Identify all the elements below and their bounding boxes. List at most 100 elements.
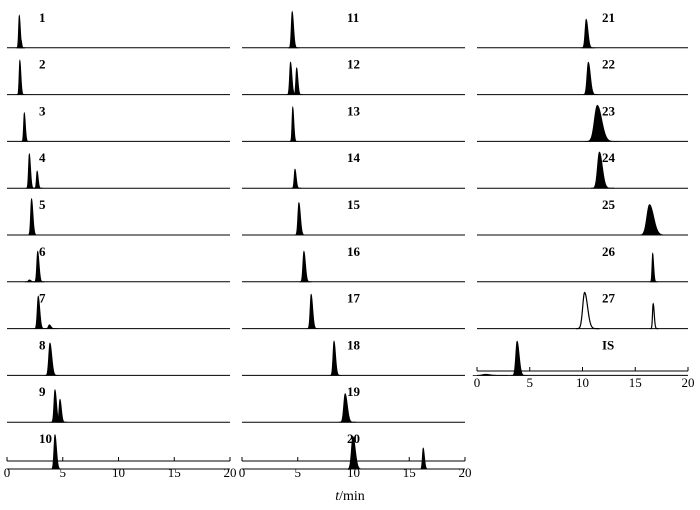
peak-13-1 xyxy=(289,105,299,142)
x-tick-label: 5 xyxy=(295,465,302,480)
trace-3: 3 xyxy=(7,103,230,142)
x-tick-label: 20 xyxy=(224,465,237,480)
trace-18: 18 xyxy=(242,337,465,376)
trace-label: 2 xyxy=(39,57,46,72)
peak-18-1 xyxy=(329,340,342,376)
x-tick-label: 10 xyxy=(347,465,360,480)
trace-label: 18 xyxy=(347,337,361,352)
peak-24-1 xyxy=(590,151,615,189)
trace-label: 15 xyxy=(347,197,361,212)
x-tick-label: 10 xyxy=(576,375,589,390)
trace-26: 26 xyxy=(477,244,688,283)
peak-19-1 xyxy=(338,393,357,423)
x-axis-1: 0 5 10 15 20 xyxy=(4,457,237,480)
x-tick-label: 20 xyxy=(682,375,695,390)
peak-20-2 xyxy=(419,447,430,470)
peak-IS-1 xyxy=(511,340,528,376)
trace-label: 12 xyxy=(347,57,360,72)
peak-26-1 xyxy=(649,252,658,283)
trace-label: 25 xyxy=(602,197,616,212)
trace-label: 8 xyxy=(39,337,46,352)
trace-27: 27 xyxy=(477,291,688,330)
trace-9: 9 xyxy=(7,384,230,423)
peak-22-1 xyxy=(582,61,599,95)
trace-label: 17 xyxy=(347,291,361,306)
x-tick-label: 15 xyxy=(168,465,181,480)
x-tick-label: 5 xyxy=(527,375,534,390)
trace-label: 11 xyxy=(347,10,359,25)
trace-label: 20 xyxy=(347,431,360,446)
trace-label: 23 xyxy=(602,103,616,118)
trace-5: 5 xyxy=(7,197,230,236)
trace-label: 10 xyxy=(39,431,52,446)
peak-9-2 xyxy=(55,398,67,423)
peak-12-2 xyxy=(293,67,303,95)
peak-5-1 xyxy=(27,197,39,236)
x-axis-3: 0 5 10 15 20 xyxy=(474,367,695,390)
trace-label: 4 xyxy=(39,150,46,165)
trace-label: 14 xyxy=(347,150,361,165)
peak-27-1 xyxy=(576,291,600,330)
x-tick-label: 0 xyxy=(4,465,11,480)
trace-24: 24 xyxy=(477,150,688,189)
trace-10: 10 xyxy=(7,431,230,470)
trace-22: 22 xyxy=(477,57,688,96)
trace-2: 2 xyxy=(7,57,230,96)
trace-label: 24 xyxy=(602,150,616,165)
trace-label: 1 xyxy=(39,10,46,25)
trace-12: 12 xyxy=(242,57,465,96)
trace-label: 16 xyxy=(347,244,361,259)
trace-label: 5 xyxy=(39,197,46,212)
trace-7: 7 xyxy=(7,291,230,330)
peak-27-2 xyxy=(650,302,659,330)
peak-8-1 xyxy=(44,342,60,376)
peak-7-1 xyxy=(33,295,47,329)
trace-23: 23 xyxy=(477,103,688,142)
trace-label: 9 xyxy=(39,384,46,399)
x-tick-label: 0 xyxy=(239,465,246,480)
x-axis-title: t/min xyxy=(335,489,365,504)
trace-label: 21 xyxy=(602,10,615,25)
trace-label: 13 xyxy=(347,103,361,118)
peak-14-1 xyxy=(291,168,302,189)
peak-IS-2 xyxy=(472,373,508,376)
trace-21: 21 xyxy=(477,10,688,49)
trace-1: 1 xyxy=(7,10,230,49)
trace-16: 16 xyxy=(242,244,465,283)
peak-4-2 xyxy=(33,170,43,189)
peak-11-1 xyxy=(288,10,300,49)
peak-25-1 xyxy=(637,204,671,236)
x-tick-label: 5 xyxy=(60,465,67,480)
trace-label: 7 xyxy=(39,291,46,306)
trace-14: 14 xyxy=(242,150,465,189)
trace-13: 13 xyxy=(242,103,465,142)
trace-20: 20 xyxy=(242,431,465,470)
trace-label: 22 xyxy=(602,57,615,72)
trace-label: 26 xyxy=(602,244,616,259)
peak-1-2 xyxy=(18,38,25,49)
x-tick-label: 20 xyxy=(459,465,472,480)
trace-8: 8 xyxy=(7,337,230,376)
peak-21-1 xyxy=(581,18,596,49)
x-tick-label: 10 xyxy=(112,465,125,480)
trace-label: 19 xyxy=(347,384,361,399)
trace-25: 25 xyxy=(477,197,688,236)
peak-23-1 xyxy=(584,104,620,142)
peak-2-1 xyxy=(16,59,26,95)
peak-3-1 xyxy=(21,111,30,142)
peak-16-1 xyxy=(299,250,312,283)
trace-11: 11 xyxy=(242,10,465,49)
x-tick-label: 15 xyxy=(403,465,416,480)
peak-10-1 xyxy=(50,433,63,470)
trace-6: 6 xyxy=(7,244,230,283)
trace-15: 15 xyxy=(242,197,465,236)
trace-label: 27 xyxy=(602,291,616,306)
peak-15-1 xyxy=(294,201,307,236)
peak-4-1 xyxy=(25,152,36,189)
x-axis-2: 0 5 10 15 20 xyxy=(239,457,472,480)
trace-IS: IS xyxy=(472,337,688,376)
trace-19: 19 xyxy=(242,384,465,423)
x-tick-label: 0 xyxy=(474,375,481,390)
traces-layer: 1234567891011121314151617181920212223242… xyxy=(7,10,688,470)
peak-7-2 xyxy=(44,324,58,329)
